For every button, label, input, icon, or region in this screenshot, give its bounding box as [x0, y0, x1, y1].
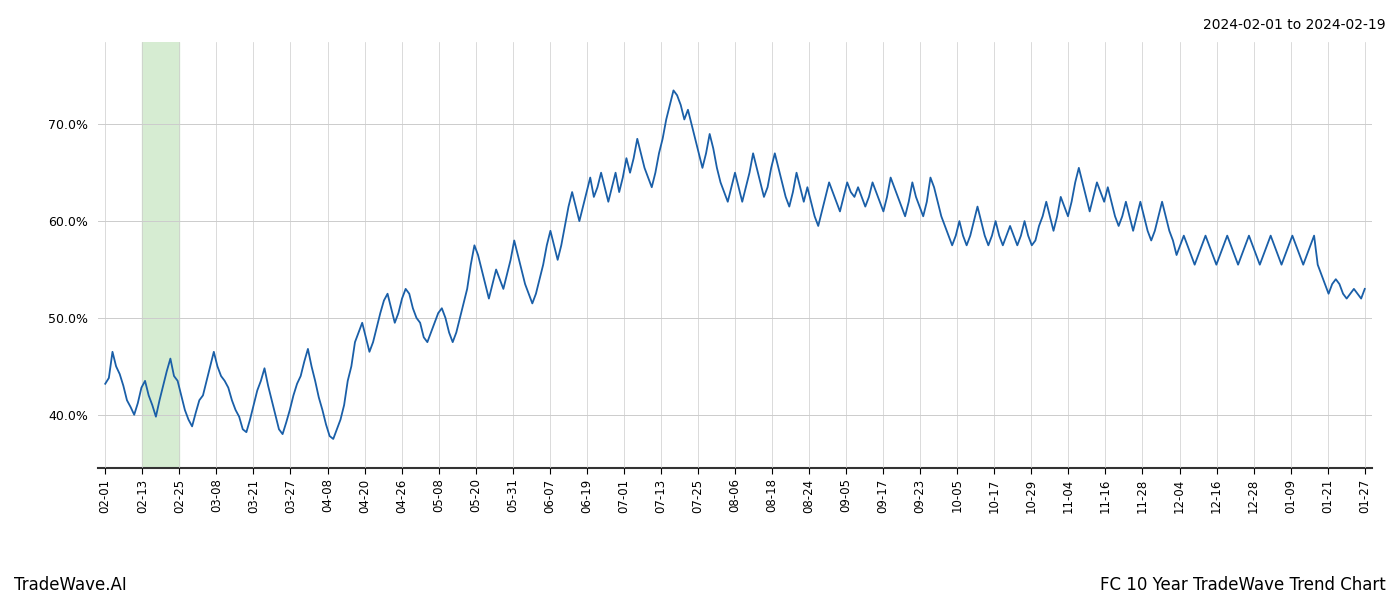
Text: FC 10 Year TradeWave Trend Chart: FC 10 Year TradeWave Trend Chart [1100, 576, 1386, 594]
Text: 2024-02-01 to 2024-02-19: 2024-02-01 to 2024-02-19 [1204, 18, 1386, 32]
Bar [143, 42, 179, 468]
Text: TradeWave.AI: TradeWave.AI [14, 576, 127, 594]
